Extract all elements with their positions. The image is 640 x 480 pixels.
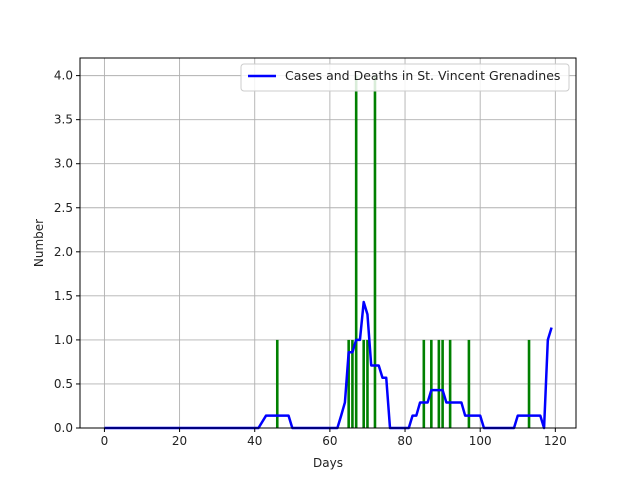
x-tick-label: 20 bbox=[172, 434, 187, 448]
y-tick-label: 1.5 bbox=[54, 289, 73, 303]
y-tick-label: 2.5 bbox=[54, 201, 73, 215]
y-axis: 0.0 0.5 1.0 1.5 2.0 2.5 3.0 3.5 4.0 bbox=[54, 69, 80, 435]
bar bbox=[448, 339, 452, 428]
bar bbox=[422, 339, 426, 428]
x-tick-label: 80 bbox=[397, 434, 412, 448]
bar bbox=[441, 339, 444, 428]
bar bbox=[351, 339, 354, 428]
bar bbox=[430, 339, 433, 428]
legend-box bbox=[240, 63, 570, 92]
y-tick-label: 1.0 bbox=[54, 333, 73, 347]
y-tick-label: 4.0 bbox=[54, 69, 73, 83]
x-axis-title: Days bbox=[313, 456, 343, 470]
legend: Cases and Deaths in St. Vincent Grenadin… bbox=[240, 63, 570, 92]
y-tick-label: 2.0 bbox=[54, 245, 73, 259]
bar bbox=[354, 75, 358, 428]
bar bbox=[437, 339, 441, 428]
y-tick-label: 0.5 bbox=[54, 377, 73, 391]
plot-frame bbox=[79, 57, 577, 429]
bar-series bbox=[275, 75, 531, 428]
bar bbox=[366, 339, 369, 428]
y-tick-label: 3.5 bbox=[54, 113, 73, 127]
x-tick-label: 120 bbox=[544, 434, 567, 448]
series-line bbox=[104, 300, 553, 430]
x-axis: 0 20 40 60 80 100 120 bbox=[101, 428, 567, 448]
x-tick-label: 40 bbox=[247, 434, 262, 448]
bar bbox=[347, 339, 350, 428]
y-tick-label: 3.0 bbox=[54, 157, 73, 171]
x-tick-label: 0 bbox=[101, 434, 109, 448]
bar bbox=[373, 75, 377, 428]
bar bbox=[527, 339, 531, 428]
y-axis-title: Number bbox=[32, 219, 46, 267]
bar bbox=[467, 339, 471, 428]
line-series bbox=[104, 300, 553, 430]
y-tick-label: 0.0 bbox=[54, 421, 73, 435]
x-tick-label: 100 bbox=[469, 434, 492, 448]
legend-label: Cases and Deaths in St. Vincent Grenadin… bbox=[285, 68, 560, 83]
x-tick-label: 60 bbox=[322, 434, 337, 448]
bar bbox=[275, 339, 279, 428]
bar bbox=[362, 339, 365, 428]
